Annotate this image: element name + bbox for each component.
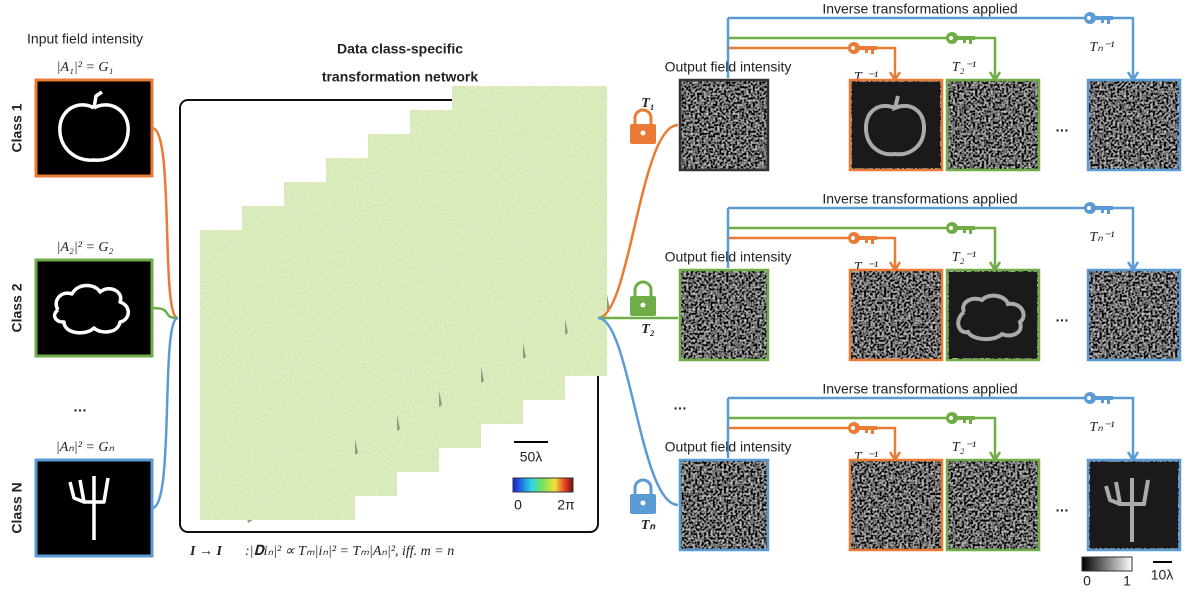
output-arrow — [598, 125, 678, 318]
input-equation: |A₁|² = G₁ — [57, 60, 114, 75]
input-image — [36, 260, 152, 356]
input-arrow — [152, 318, 178, 508]
lock-hole — [641, 501, 646, 506]
input-title: Input field intensity — [27, 31, 143, 47]
row-heading: Inverse transformations applied — [822, 1, 1017, 17]
key-label: Tₙ⁻¹ — [1090, 40, 1115, 55]
decoded-image — [1088, 80, 1180, 170]
colorbar-min: 0 — [1083, 573, 1091, 589]
decoded-image — [1088, 270, 1180, 360]
colorbar-max: 1 — [1123, 573, 1131, 589]
decoded-image — [947, 460, 1039, 550]
key-icon — [957, 226, 975, 234]
key-label: T₂⁻¹ — [952, 440, 976, 455]
class-label: Class 1 — [9, 103, 25, 152]
equation-lhs: I → I — [189, 544, 222, 559]
colorbar-min: 0 — [514, 497, 522, 513]
key-hole — [949, 36, 953, 40]
output-image — [680, 80, 768, 170]
lock-shackle — [635, 282, 651, 296]
key-label: T₂⁻¹ — [952, 250, 976, 265]
intensity-colorbar — [1082, 557, 1132, 571]
lock-shackle — [635, 480, 651, 494]
key-icon — [1095, 396, 1113, 404]
phase-colorbar — [513, 478, 573, 492]
network-title: transformation network — [322, 69, 479, 85]
input-ellipsis: … — [73, 399, 87, 415]
diagram: Input field intensity |A₁|² = G₁ Class 1 |A… — [9, 1, 1180, 589]
scale-bar-label: 50λ — [520, 449, 543, 465]
network-title: Data class-specific — [337, 41, 463, 57]
decoded-image — [947, 80, 1039, 170]
key-hole — [851, 236, 855, 240]
key-hole — [1087, 206, 1091, 210]
lock-shackle — [635, 110, 651, 124]
output-label: Output field intensity — [665, 439, 792, 455]
output-image — [680, 270, 768, 360]
scale-bar-label: 10λ — [1151, 567, 1174, 583]
key-hole — [949, 226, 953, 230]
key-hole — [1087, 396, 1091, 400]
lock-hole — [641, 303, 646, 308]
lock-label: Tₙ — [641, 518, 657, 533]
decoded-image — [850, 270, 942, 360]
key-label: Tₙ⁻¹ — [1090, 230, 1115, 245]
row-ellipsis: … — [1055, 499, 1069, 515]
output-label: Output field intensity — [665, 59, 792, 75]
figure: Input field intensity |A₁|² = G₁ Class 1 |A… — [0, 0, 1188, 594]
key-label: T₂⁻¹ — [952, 60, 976, 75]
output-label: Output field intensity — [665, 249, 792, 265]
colorbar-max: 2π — [557, 497, 575, 513]
key-label: Tₙ⁻¹ — [1090, 420, 1115, 435]
row-heading: Inverse transformations applied — [822, 381, 1017, 397]
key-icon — [1095, 206, 1113, 214]
row-ellipsis: … — [1055, 309, 1069, 325]
input-arrow — [152, 128, 178, 318]
class-label: Class 2 — [9, 283, 25, 332]
key-hole — [949, 416, 953, 420]
key-icon — [859, 426, 877, 434]
class-label: Class N — [9, 482, 25, 533]
key-icon — [1095, 16, 1113, 24]
equation-rhs: :|𝐃iₙ|² ∝ Tₘ|iₙ|² = Tₘ|Aₙ|², iff. m = n — [245, 544, 454, 559]
key-hole — [1087, 16, 1091, 20]
input-equation: |A₂|² = G₂ — [57, 240, 114, 255]
input-equation: |Aₙ|² = Gₙ — [56, 440, 115, 455]
row-ellipsis: … — [673, 397, 687, 413]
key-icon — [859, 236, 877, 244]
output-image — [680, 460, 768, 550]
key-icon — [957, 416, 975, 424]
key-icon — [957, 36, 975, 44]
key-hole — [851, 46, 855, 50]
row-ellipsis: … — [1055, 119, 1069, 135]
lock-label: T₂ — [641, 322, 655, 337]
row-heading: Inverse transformations applied — [822, 191, 1017, 207]
lock-label: T₁ — [641, 96, 654, 111]
key-hole — [851, 426, 855, 430]
output-arrow — [598, 318, 678, 505]
lock-hole — [641, 131, 646, 136]
key-icon — [859, 46, 877, 54]
decoded-image — [850, 460, 942, 550]
